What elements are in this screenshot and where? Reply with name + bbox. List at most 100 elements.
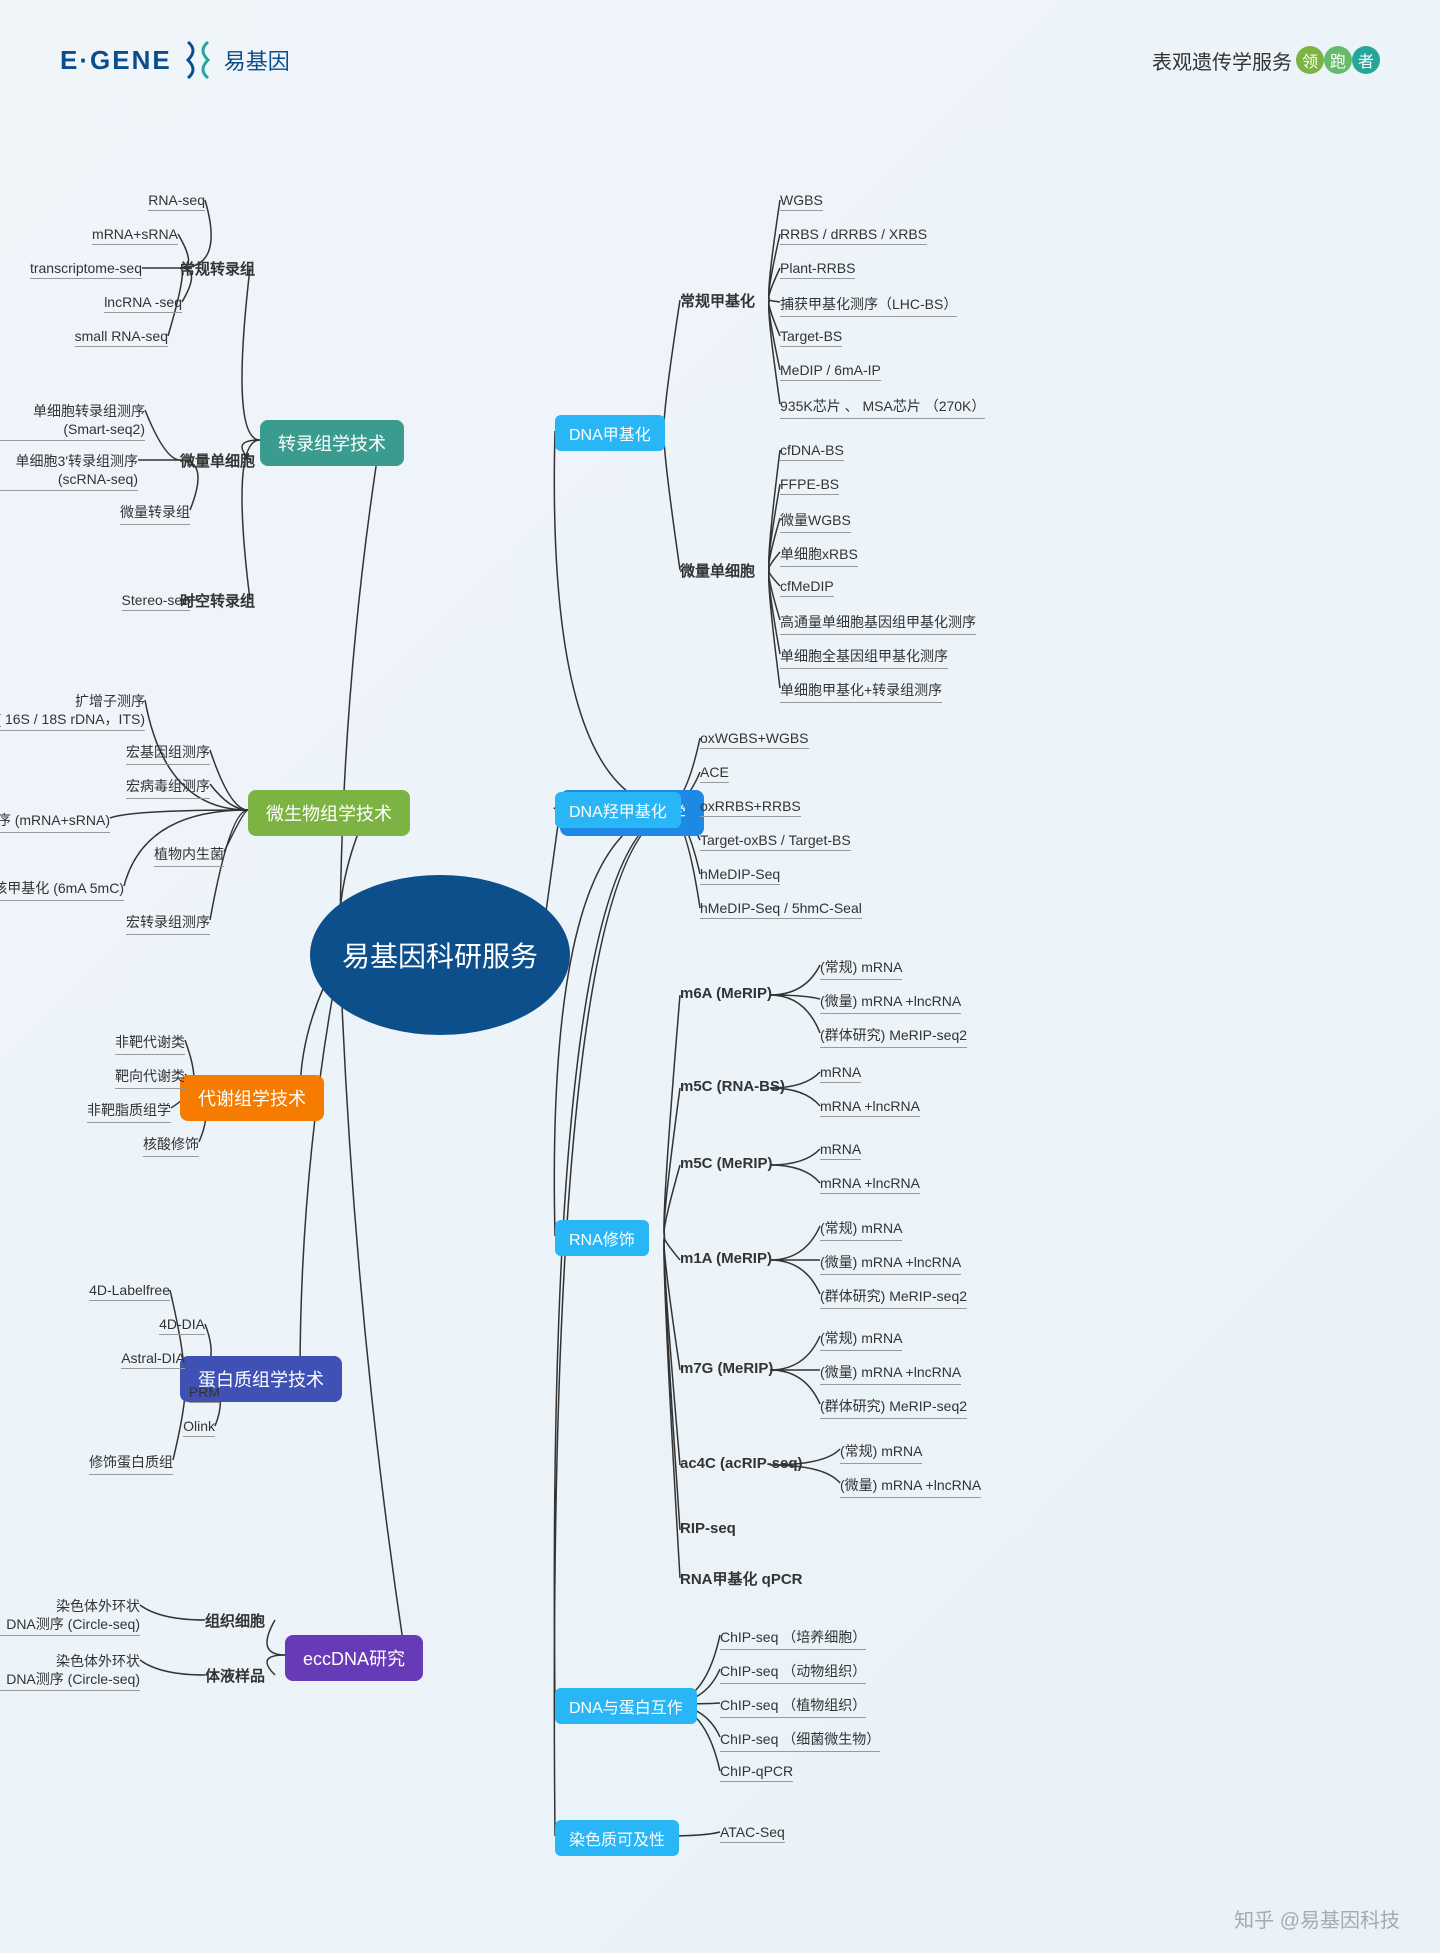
leaf-item: 935K芯片 、 MSA芯片 （270K） [780, 394, 985, 419]
leaf-item: (常规) mRNA [820, 1326, 902, 1351]
group-label: 常规甲基化 [680, 290, 755, 311]
watermark: 知乎 @易基因科技 [1234, 1904, 1400, 1933]
header: E·GENE 易基因 表观遗传学服务 领跑者 [0, 40, 1440, 80]
tagline-prefix: 表观遗传学服务 [1152, 46, 1292, 75]
leaf-item: (微量) mRNA +lncRNA [820, 1250, 961, 1275]
category-eccdna: eccDNA研究 [285, 1635, 423, 1681]
group-label: m1A (MeRIP) [680, 1250, 772, 1267]
leaf-item: 捕获甲基化测序（LHC-BS） [780, 292, 957, 317]
subnode: DNA甲基化 [555, 415, 665, 451]
logo-text: E·GENE [60, 45, 172, 76]
leaf-item: Stereo-seq [122, 590, 190, 611]
leaf-item: Astral-DIA [121, 1348, 185, 1369]
leaf-item: ACE [700, 762, 729, 783]
subnode: RNA修饰 [555, 1220, 649, 1256]
leaf-item: RNA-seq [148, 190, 205, 211]
category-metabolomics: 代谢组学技术 [180, 1075, 324, 1121]
leaf-item: transcriptome-seq [30, 258, 142, 279]
leaf-item: MeDIP / 6mA-IP [780, 360, 881, 381]
category-transcriptomics: 转录组学技术 [260, 420, 404, 466]
leaf-item: WGBS [780, 190, 823, 211]
leaf-item: 4D-Labelfree [89, 1280, 170, 1301]
leaf-item: 三代原核甲基化 (6mA 5mC) [0, 876, 124, 901]
leaf-item: 非靶代谢类 [115, 1030, 185, 1055]
leaf-item: 染色体外环状DNA测序 (Circle-seq) [0, 1595, 140, 1636]
leaf-item: oxWGBS+WGBS [700, 728, 809, 749]
leaf-item: 单细胞甲基化+转录组测序 [780, 678, 942, 703]
tagline: 表观遗传学服务 领跑者 [1152, 40, 1380, 80]
group-label: m6A (MeRIP) [680, 985, 772, 1002]
group-label: ac4C (acRIP-seq) [680, 1455, 803, 1472]
leaf-item: mRNA +lncRNA [820, 1096, 920, 1117]
leaf-item: ChIP-qPCR [720, 1761, 793, 1782]
group-label: 常规转录组 [180, 258, 255, 279]
leaf-item: oxRRBS+RRBS [700, 796, 801, 817]
leaf-item: 靶向代谢类 [115, 1064, 185, 1089]
leaf-item: Target-BS [780, 326, 842, 347]
leaf-item: lncRNA -seq [104, 292, 182, 313]
leaf-item: 高通量单细胞基因组甲基化测序 [780, 610, 976, 635]
subnode: DNA与蛋白互作 [555, 1688, 697, 1724]
group-label: 组织细胞 [205, 1610, 265, 1631]
leaf-item: 核酸修饰 [143, 1132, 199, 1157]
leaf-item: 宏病毒组测序 [126, 774, 210, 799]
leaf-item: (微量) mRNA +lncRNA [840, 1473, 981, 1498]
leaf-item: ChIP-seq （植物组织） [720, 1693, 866, 1718]
leaf-item: 原核转录组测序 (mRNA+sRNA) [0, 808, 110, 833]
leaf-item: 非靶脂质组学 [87, 1098, 171, 1123]
leaf-item: mRNA [820, 1062, 861, 1083]
center-node: 易基因科研服务 [310, 875, 570, 1035]
leaf-item: ChIP-seq （培养细胞） [720, 1625, 866, 1650]
leaf-item: (常规) mRNA [840, 1439, 922, 1464]
leaf-item: cfDNA-BS [780, 440, 844, 461]
leaf-item: 修饰蛋白质组 [89, 1450, 173, 1475]
leaf-item: small RNA-seq [75, 326, 168, 347]
leaf-item: mRNA +lncRNA [820, 1173, 920, 1194]
leaf-item: hMeDIP-Seq / 5hmC-Seal [700, 898, 862, 919]
leaf-item: RRBS / dRRBS / XRBS [780, 224, 927, 245]
group-label: 时空转录组 [180, 590, 255, 611]
badge: 领 [1296, 46, 1324, 74]
group-label: m5C (MeRIP) [680, 1155, 773, 1172]
leaf-item: 4D-DIA [159, 1314, 205, 1335]
leaf-item: (常规) mRNA [820, 955, 902, 980]
leaf-item: (常规) mRNA [820, 1216, 902, 1241]
group-label: RIP-seq [680, 1520, 736, 1537]
leaf-item: (微量) mRNA +lncRNA [820, 1360, 961, 1385]
badge: 跑 [1324, 46, 1352, 74]
group-label: 微量单细胞 [680, 560, 755, 581]
group-label: 体液样品 [205, 1665, 265, 1686]
leaf-item: Olink [183, 1416, 215, 1437]
leaf-item: 微量WGBS [780, 508, 851, 533]
subnode: 染色质可及性 [555, 1820, 679, 1856]
logo: E·GENE 易基因 [60, 40, 290, 80]
leaf-item: 宏转录组测序 [126, 910, 210, 935]
subnode: DNA羟甲基化 [555, 792, 681, 828]
leaf-item: PRM [189, 1382, 220, 1403]
leaf-item: 植物内生菌 [154, 842, 224, 867]
leaf-item: 扩增子测序( 16S / 18S rDNA，ITS) [0, 690, 145, 731]
leaf-item: Target-oxBS / Target-BS [700, 830, 851, 851]
leaf-item: (群体研究) MeRIP-seq2 [820, 1284, 967, 1309]
leaf-item: 单细胞转录组测序(Smart-seq2) [0, 400, 145, 441]
leaf-item: 宏基因组测序 [126, 740, 210, 765]
leaf-item: hMeDIP-Seq [700, 864, 780, 885]
leaf-item: (群体研究) MeRIP-seq2 [820, 1023, 967, 1048]
group-label: m5C (RNA-BS) [680, 1078, 785, 1095]
leaf-item: mRNA+sRNA [92, 224, 178, 245]
leaf-item: 单细胞全基因组甲基化测序 [780, 644, 948, 669]
dna-icon [180, 40, 216, 80]
leaf-item: (群体研究) MeRIP-seq2 [820, 1394, 967, 1419]
leaf-item: ChIP-seq （动物组织） [720, 1659, 866, 1684]
leaf-item: ATAC-Seq [720, 1822, 785, 1843]
leaf-item: (微量) mRNA +lncRNA [820, 989, 961, 1014]
group-label: RNA甲基化 qPCR [680, 1568, 803, 1589]
leaf-item: Plant-RRBS [780, 258, 855, 279]
category-microbiome: 微生物组学技术 [248, 790, 410, 836]
logo-cn: 易基因 [224, 44, 290, 76]
leaf-item: mRNA [820, 1139, 861, 1160]
group-label: m7G (MeRIP) [680, 1360, 773, 1377]
leaf-item: ChIP-seq （细菌微生物） [720, 1727, 880, 1752]
leaf-item: 单细胞3'转录组测序(scRNA-seq) [0, 450, 138, 491]
leaf-item: FFPE-BS [780, 474, 839, 495]
